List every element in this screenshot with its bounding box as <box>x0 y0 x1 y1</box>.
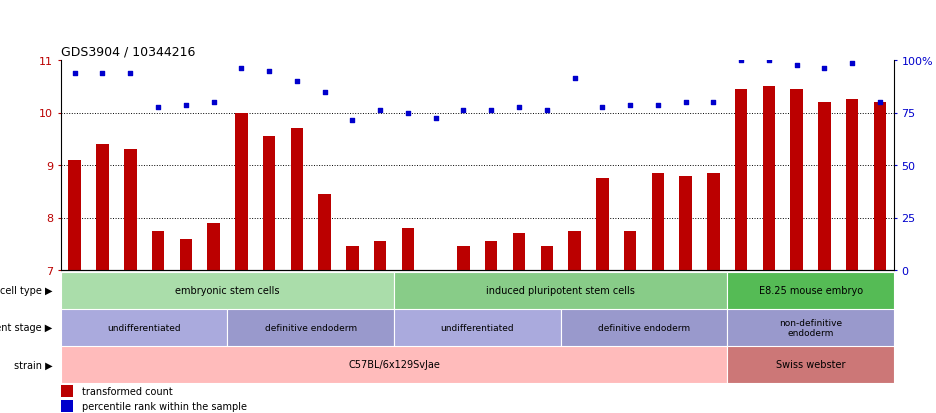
Bar <box>373 242 387 271</box>
Bar <box>61 309 227 346</box>
Bar <box>680 176 692 271</box>
Point <box>539 107 554 114</box>
Text: percentile rank within the sample: percentile rank within the sample <box>82 401 247 411</box>
Point <box>789 63 804 69</box>
Point <box>651 102 665 109</box>
Point <box>762 57 777 64</box>
Bar <box>457 247 470 271</box>
Bar <box>290 129 303 271</box>
Bar <box>846 100 858 271</box>
Bar <box>207 223 220 271</box>
Point <box>872 100 887 106</box>
Bar <box>763 87 775 271</box>
Bar <box>790 90 803 271</box>
Point <box>262 68 277 75</box>
Point <box>678 100 693 106</box>
Bar <box>651 173 665 271</box>
Point <box>511 104 526 111</box>
Text: embryonic stem cells: embryonic stem cells <box>175 286 280 296</box>
Point <box>817 65 832 72</box>
Point <box>734 57 749 64</box>
Text: cell type ▶: cell type ▶ <box>0 286 52 296</box>
Bar <box>227 309 394 346</box>
Text: transformed count: transformed count <box>82 386 172 396</box>
Bar <box>346 247 358 271</box>
Bar <box>68 160 81 271</box>
Bar <box>513 234 525 271</box>
Bar <box>623 231 636 271</box>
Bar <box>61 385 73 396</box>
Bar <box>61 272 394 309</box>
Point <box>178 102 194 109</box>
Bar <box>818 103 831 271</box>
Point <box>595 104 610 111</box>
Bar <box>596 179 608 271</box>
Bar <box>727 346 894 383</box>
Bar <box>96 145 109 271</box>
Bar <box>235 113 248 271</box>
Bar <box>485 242 498 271</box>
Point <box>345 118 360 124</box>
Bar <box>61 346 727 383</box>
Point <box>622 102 637 109</box>
Point <box>123 71 138 77</box>
Bar <box>394 309 561 346</box>
Text: definitive endoderm: definitive endoderm <box>265 323 357 332</box>
Bar <box>318 195 331 271</box>
Text: development stage ▶: development stage ▶ <box>0 323 52 333</box>
Text: C57BL/6x129SvJae: C57BL/6x129SvJae <box>348 360 440 370</box>
Text: definitive endoderm: definitive endoderm <box>598 323 690 332</box>
Text: induced pluripotent stem cells: induced pluripotent stem cells <box>486 286 636 296</box>
Point <box>706 100 721 106</box>
Point <box>206 100 221 106</box>
Bar <box>873 103 886 271</box>
Point <box>429 115 444 122</box>
Bar <box>568 231 581 271</box>
Bar <box>707 173 720 271</box>
Text: E8.25 mouse embryo: E8.25 mouse embryo <box>758 286 863 296</box>
Bar <box>727 309 894 346</box>
Bar <box>735 90 748 271</box>
Text: non-definitive
endoderm: non-definitive endoderm <box>779 318 842 337</box>
Text: undifferentiated: undifferentiated <box>441 323 514 332</box>
Point <box>567 76 582 83</box>
Bar <box>263 137 275 271</box>
Point <box>484 107 499 114</box>
Bar <box>61 400 73 411</box>
Text: undifferentiated: undifferentiated <box>108 323 181 332</box>
Point <box>456 107 471 114</box>
Point <box>289 78 304 85</box>
Point <box>151 104 166 111</box>
Point <box>845 60 860 67</box>
Point <box>95 71 110 77</box>
Point <box>317 89 332 95</box>
Bar <box>540 247 553 271</box>
Text: strain ▶: strain ▶ <box>14 360 52 370</box>
Bar <box>727 272 894 309</box>
Point <box>373 107 388 114</box>
Point <box>234 65 249 72</box>
Bar <box>180 239 192 271</box>
Text: Swiss webster: Swiss webster <box>776 360 845 370</box>
Text: GDS3904 / 10344216: GDS3904 / 10344216 <box>61 45 196 58</box>
Bar <box>394 272 727 309</box>
Point <box>401 110 416 116</box>
Point <box>67 71 82 77</box>
Bar <box>152 231 165 271</box>
Bar <box>124 150 137 271</box>
Bar <box>402 228 415 271</box>
Bar <box>561 309 727 346</box>
